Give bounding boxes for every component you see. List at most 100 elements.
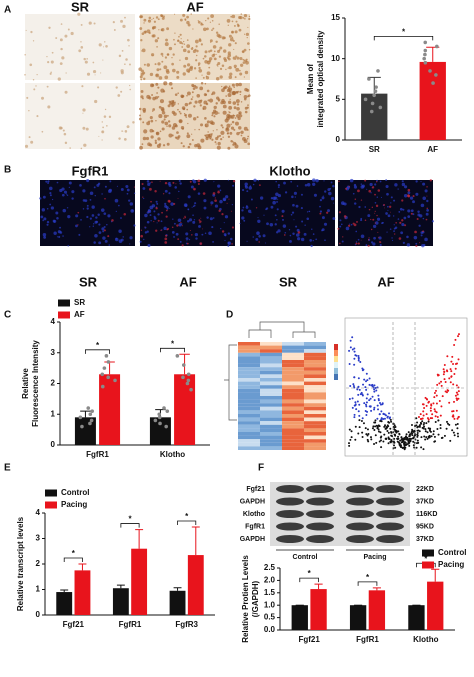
heatmap-cell	[238, 442, 260, 447]
volcano-dot	[374, 386, 377, 389]
volcano-dot	[351, 397, 354, 400]
texture	[180, 38, 182, 40]
texture	[43, 217, 47, 221]
heatmap-cell	[282, 342, 304, 346]
heatmap-cell	[304, 432, 326, 436]
volcano-dot	[383, 425, 386, 428]
texture	[324, 239, 326, 242]
volcano-dot	[422, 448, 425, 451]
texture	[191, 139, 194, 141]
volcano-dot	[455, 391, 458, 394]
heatmap-cell	[304, 399, 326, 404]
heatmap-cell	[260, 424, 282, 429]
texture	[60, 23, 63, 25]
texture	[401, 182, 406, 187]
texture	[133, 224, 136, 227]
volcano-dot	[360, 391, 363, 394]
heatmap-cell	[282, 403, 304, 407]
texture	[247, 104, 249, 106]
texture	[167, 104, 171, 108]
volcano-dot	[351, 406, 354, 409]
volcano-dot	[357, 432, 360, 435]
texture	[410, 209, 414, 213]
texture	[178, 179, 181, 182]
volcano-dot	[349, 438, 352, 441]
texture	[82, 112, 84, 114]
texture	[239, 93, 241, 96]
texture	[166, 125, 168, 128]
texture	[163, 226, 167, 231]
texture	[204, 82, 207, 85]
texture	[243, 94, 248, 99]
texture	[245, 58, 248, 61]
heatmap-cell	[282, 360, 304, 364]
data-point	[431, 81, 435, 85]
volcano-dot	[417, 415, 420, 418]
texture	[222, 197, 227, 202]
texture	[238, 112, 241, 115]
texture	[353, 223, 357, 227]
texture	[210, 14, 214, 18]
volcano-dot	[439, 427, 442, 430]
texture	[174, 124, 178, 128]
texture	[241, 209, 244, 212]
texture	[242, 16, 245, 19]
texture	[176, 224, 179, 227]
texture	[216, 145, 221, 150]
texture	[66, 207, 69, 209]
volcano-dot	[457, 416, 460, 419]
texture	[300, 193, 303, 196]
texture	[158, 105, 162, 109]
heatmap-cell	[260, 442, 282, 447]
texture	[126, 188, 130, 192]
texture	[424, 189, 428, 193]
volcano-dot	[418, 425, 421, 428]
texture	[192, 96, 194, 98]
texture	[360, 183, 363, 185]
texture	[352, 192, 355, 195]
heatmap-cell	[282, 352, 304, 357]
volcano-dot	[393, 441, 396, 444]
texture	[179, 240, 182, 243]
heatmap-cell	[260, 385, 282, 389]
image-label: SR	[79, 274, 98, 289]
texture	[370, 241, 374, 244]
texture	[315, 238, 318, 241]
texture	[214, 199, 217, 203]
volcano-dot	[449, 381, 452, 384]
texture	[239, 56, 243, 61]
legend-swatch	[58, 311, 70, 319]
texture	[360, 219, 363, 222]
heatmap-cell	[260, 360, 282, 364]
heatmap-cell	[282, 406, 304, 411]
texture	[118, 239, 123, 243]
texture	[368, 238, 370, 240]
texture	[243, 126, 248, 131]
texture	[199, 220, 202, 223]
volcano-dot	[381, 402, 384, 405]
texture	[25, 29, 27, 31]
texture	[269, 223, 274, 227]
texture	[184, 56, 189, 61]
texture	[233, 64, 237, 68]
band	[346, 522, 374, 531]
texture	[70, 31, 74, 36]
texture	[108, 244, 110, 246]
texture	[312, 239, 314, 242]
texture	[217, 98, 221, 102]
y-axis-label: Relative Protien Levels	[241, 555, 250, 643]
volcano-dot	[390, 434, 393, 437]
texture	[83, 57, 86, 61]
texture	[53, 219, 57, 223]
texture	[173, 112, 177, 116]
texture	[407, 191, 411, 195]
volcano-dot	[394, 446, 397, 449]
texture	[202, 228, 204, 230]
legend-label: Pacing	[61, 500, 87, 509]
texture	[227, 135, 231, 138]
texture	[184, 102, 189, 107]
volcano-dot	[428, 429, 431, 432]
texture	[232, 180, 236, 183]
texture	[216, 135, 220, 138]
data-point	[185, 381, 190, 386]
